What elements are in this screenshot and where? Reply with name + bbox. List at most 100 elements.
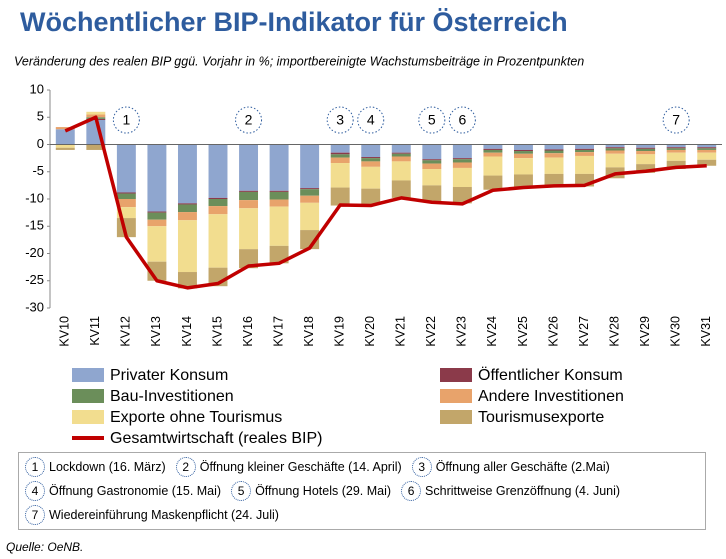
bar-segment	[391, 156, 411, 162]
annotation-circle	[112, 106, 140, 134]
bar-segment	[605, 148, 625, 151]
bar-segment	[55, 144, 75, 148]
x-tick-label: KV30	[668, 316, 682, 347]
x-tick-label: KV14	[180, 316, 194, 347]
bar-segment	[147, 212, 167, 220]
bar-segment	[483, 144, 503, 149]
annotation-circle	[418, 106, 446, 134]
bar-segment	[391, 161, 411, 181]
bar-segment	[513, 174, 533, 188]
annotation-label: 7	[672, 112, 680, 128]
note: 5 Öffnung Hotels (29. Mai)	[231, 480, 391, 502]
bar-segment	[239, 191, 259, 201]
x-tick-label: KV26	[546, 316, 560, 347]
x-tick-label: KV29	[638, 316, 652, 347]
annotation-label: 4	[367, 112, 375, 128]
bar-segment	[697, 144, 717, 148]
bar-segment	[452, 187, 472, 204]
bar-segment	[391, 153, 411, 157]
bar-segment	[330, 154, 350, 158]
annotation-label: 6	[458, 112, 466, 128]
x-tick-label: KV17	[271, 316, 285, 347]
bar-segment	[452, 158, 472, 160]
annotation-circle	[662, 106, 690, 134]
notes-box: 1 Lockdown (16. März) 2 Öffnung kleiner Ges…	[18, 452, 706, 530]
chart-subtitle: Veränderung des realen BIP ggü. Vorjahr …	[14, 54, 584, 68]
bar-segment	[697, 152, 717, 160]
bar-segment	[239, 249, 259, 269]
y-tick-label: -10	[25, 190, 44, 205]
note-text: Öffnung Hotels (29. Mai)	[255, 484, 392, 498]
bar-segment	[177, 203, 197, 205]
x-tick-label: KV25	[516, 316, 530, 347]
legend-swatch	[72, 389, 104, 403]
bar-segment	[513, 149, 533, 152]
y-tick-label: -15	[25, 218, 44, 233]
x-tick-label: KV24	[485, 316, 499, 347]
y-tick-label: 5	[37, 109, 44, 124]
note: 2 Öffnung kleiner Geschäfte (14. April)	[175, 456, 402, 478]
x-tick-label: KV23	[455, 316, 469, 347]
bar-segment	[575, 148, 595, 150]
legend-label: Privater Konsum	[110, 367, 228, 384]
bar-segment	[636, 147, 656, 149]
y-tick-label: -25	[25, 272, 44, 287]
legend-label: Tourismusexporte	[478, 409, 604, 426]
bar-segment	[391, 180, 411, 198]
bar-segment	[55, 127, 75, 130]
bar-segment	[605, 147, 625, 149]
line-series	[64, 115, 707, 290]
note-text: Öffnung aller Geschäfte (2.Mai)	[435, 460, 610, 474]
bar-segment	[422, 144, 442, 160]
bar-segment	[422, 163, 442, 170]
bar-segment	[666, 160, 686, 170]
bar-segment	[239, 144, 259, 191]
x-tick-label: KV10	[58, 316, 72, 347]
bar-segment	[208, 199, 228, 207]
bar-segment	[361, 158, 381, 162]
bar-segment	[239, 190, 259, 192]
bar-segment	[575, 152, 595, 156]
bar-segment	[636, 151, 656, 155]
x-tick-label: KV11	[88, 316, 102, 346]
note-number: 6	[401, 481, 422, 501]
bar-segment	[300, 202, 320, 231]
bar-segment	[697, 148, 717, 150]
bar-segment	[483, 156, 503, 176]
bar-segment	[575, 155, 595, 174]
bar-segment	[147, 144, 167, 212]
y-tick-label: 0	[37, 136, 44, 151]
bar-segment	[422, 185, 442, 202]
bar-segment	[513, 153, 533, 159]
annotation-label: 5	[428, 112, 436, 128]
bar-segment	[330, 163, 350, 188]
bar-segment	[666, 148, 686, 150]
bar-segment	[666, 147, 686, 149]
bar-segment	[452, 162, 472, 168]
bar-segment	[483, 175, 503, 190]
note-text: Wiedereinführung Maskenpflicht (24. Juli…	[49, 508, 279, 522]
x-tick-label: KV18	[302, 316, 316, 347]
legend-label: Gesamtwirtschaft (reales BIP)	[110, 430, 323, 447]
bar-segment	[177, 212, 197, 221]
bar-segment	[483, 149, 503, 153]
bar-segment	[636, 148, 656, 152]
note-number: 4	[25, 481, 45, 501]
note-text: Lockdown (16. März)	[49, 460, 166, 474]
bar-segment	[86, 111, 106, 115]
bar-segment	[666, 149, 686, 153]
bar-segment	[55, 147, 75, 150]
x-tick-label: KV13	[149, 316, 163, 347]
bar-segment	[300, 144, 320, 189]
bar-segment	[269, 191, 289, 200]
bar-segment	[147, 211, 167, 213]
bar-segment	[116, 207, 136, 219]
bar-segment	[544, 157, 564, 174]
bar-segment	[86, 144, 106, 150]
bar-segment	[177, 272, 197, 289]
note: 4 Öffnung Gastronomie (15. Mai)	[25, 480, 221, 502]
y-tick-label: -20	[25, 245, 44, 260]
bar-segment	[177, 204, 197, 213]
